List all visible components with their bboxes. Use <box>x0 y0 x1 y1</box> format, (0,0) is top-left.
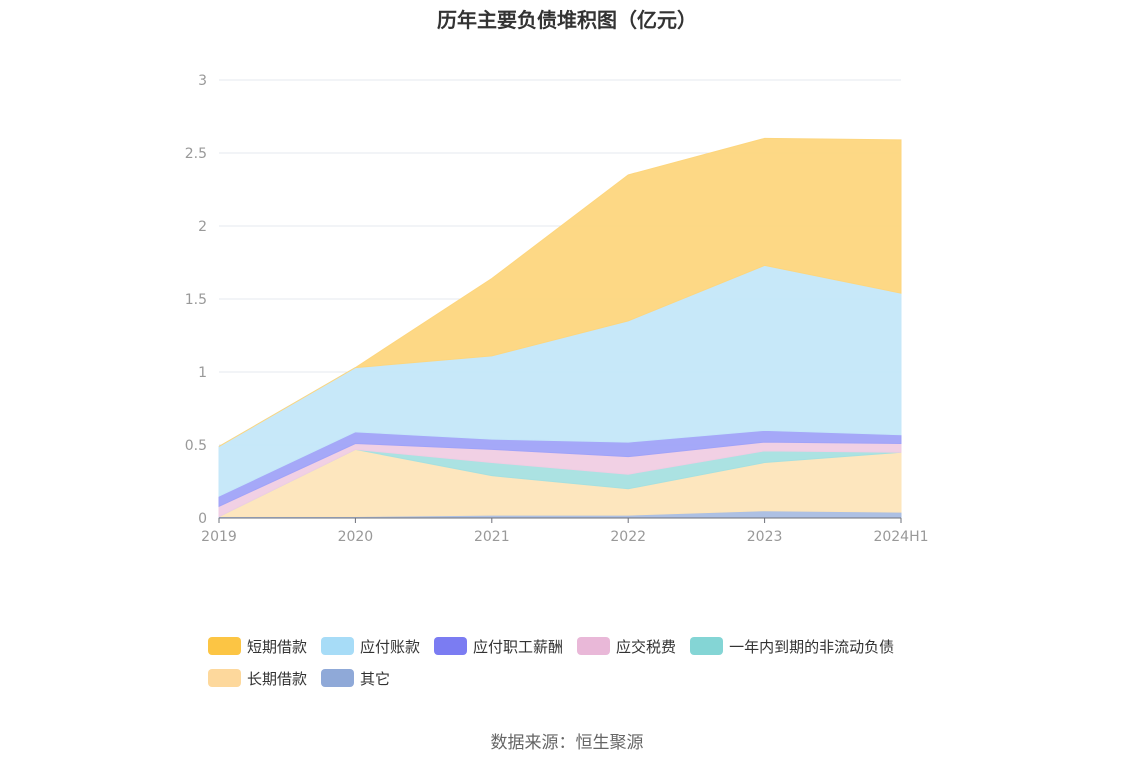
legend-label: 短期借款 <box>247 637 308 656</box>
legend-item[interactable]: 短期借款 <box>208 636 307 657</box>
x-tick-label: 2021 <box>474 529 510 545</box>
legend-label: 应付账款 <box>360 637 421 656</box>
x-tick-label: 2019 <box>201 529 237 545</box>
legend-item[interactable]: 长期借款 <box>208 668 307 689</box>
legend-row: 短期借款 应付账款 应付职工薪酬 应交税费 一年内到期的非流动负债 <box>208 630 968 662</box>
y-tick-label: 1 <box>198 365 207 381</box>
data-source: 数据来源：恒生聚源 <box>490 733 644 753</box>
area-series-短期借款[interactable] <box>218 137 902 447</box>
legend-swatch <box>321 637 355 655</box>
legend-swatch <box>577 637 611 655</box>
legend-item[interactable]: 应付职工薪酬 <box>434 636 563 657</box>
x-tick-label: 2022 <box>610 529 646 545</box>
legend-swatch <box>321 669 355 687</box>
y-tick-label: 1.5 <box>185 292 207 308</box>
legend-label: 应付职工薪酬 <box>473 637 564 656</box>
legend-item[interactable]: 其它 <box>321 668 390 689</box>
y-tick-label: 2 <box>198 219 207 235</box>
legend-label: 其它 <box>360 669 391 688</box>
legend-label: 应交税费 <box>616 637 677 656</box>
legend-swatch <box>434 637 468 655</box>
legend-item[interactable]: 一年内到期的非流动负债 <box>690 636 894 657</box>
legend-item[interactable]: 应交税费 <box>577 636 676 657</box>
area-layer <box>218 137 902 519</box>
y-tick-label: 0.5 <box>185 438 207 454</box>
legend-label: 长期借款 <box>247 669 308 688</box>
legend-label: 一年内到期的非流动负债 <box>729 637 895 656</box>
axes: 0 0.5 1 1.5 2 2.5 3 2019 2020 2021 2022 2023 2024H1 <box>185 73 929 545</box>
legend-swatch <box>208 669 241 687</box>
legend-item[interactable]: 应付账款 <box>321 636 420 657</box>
y-tick-label: 3 <box>198 73 207 89</box>
y-tick-label: 2.5 <box>185 146 207 162</box>
x-tick-label: 2023 <box>747 529 783 545</box>
x-tick-label: 2020 <box>338 529 374 545</box>
legend: 短期借款 应付账款 应付职工薪酬 应交税费 一年内到期的非流动负债长期借款 其它 <box>208 630 968 694</box>
chart-title: 历年主要负债堆积图（亿元） <box>437 8 697 32</box>
y-tick-label: 0 <box>198 511 207 527</box>
legend-row: 长期借款 其它 <box>208 662 968 694</box>
x-tick-label: 2024H1 <box>873 529 928 545</box>
legend-swatch <box>208 637 241 655</box>
legend-swatch <box>690 637 724 655</box>
